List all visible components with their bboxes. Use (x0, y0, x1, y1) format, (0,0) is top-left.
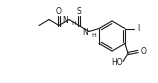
Text: H: H (71, 21, 76, 26)
Text: HO: HO (111, 58, 123, 67)
Text: N: N (82, 28, 88, 37)
Text: H: H (91, 33, 96, 38)
Text: O: O (56, 7, 62, 16)
Text: I: I (137, 24, 139, 33)
Text: S: S (77, 7, 81, 16)
Text: O: O (141, 47, 147, 56)
Text: N: N (62, 16, 68, 25)
